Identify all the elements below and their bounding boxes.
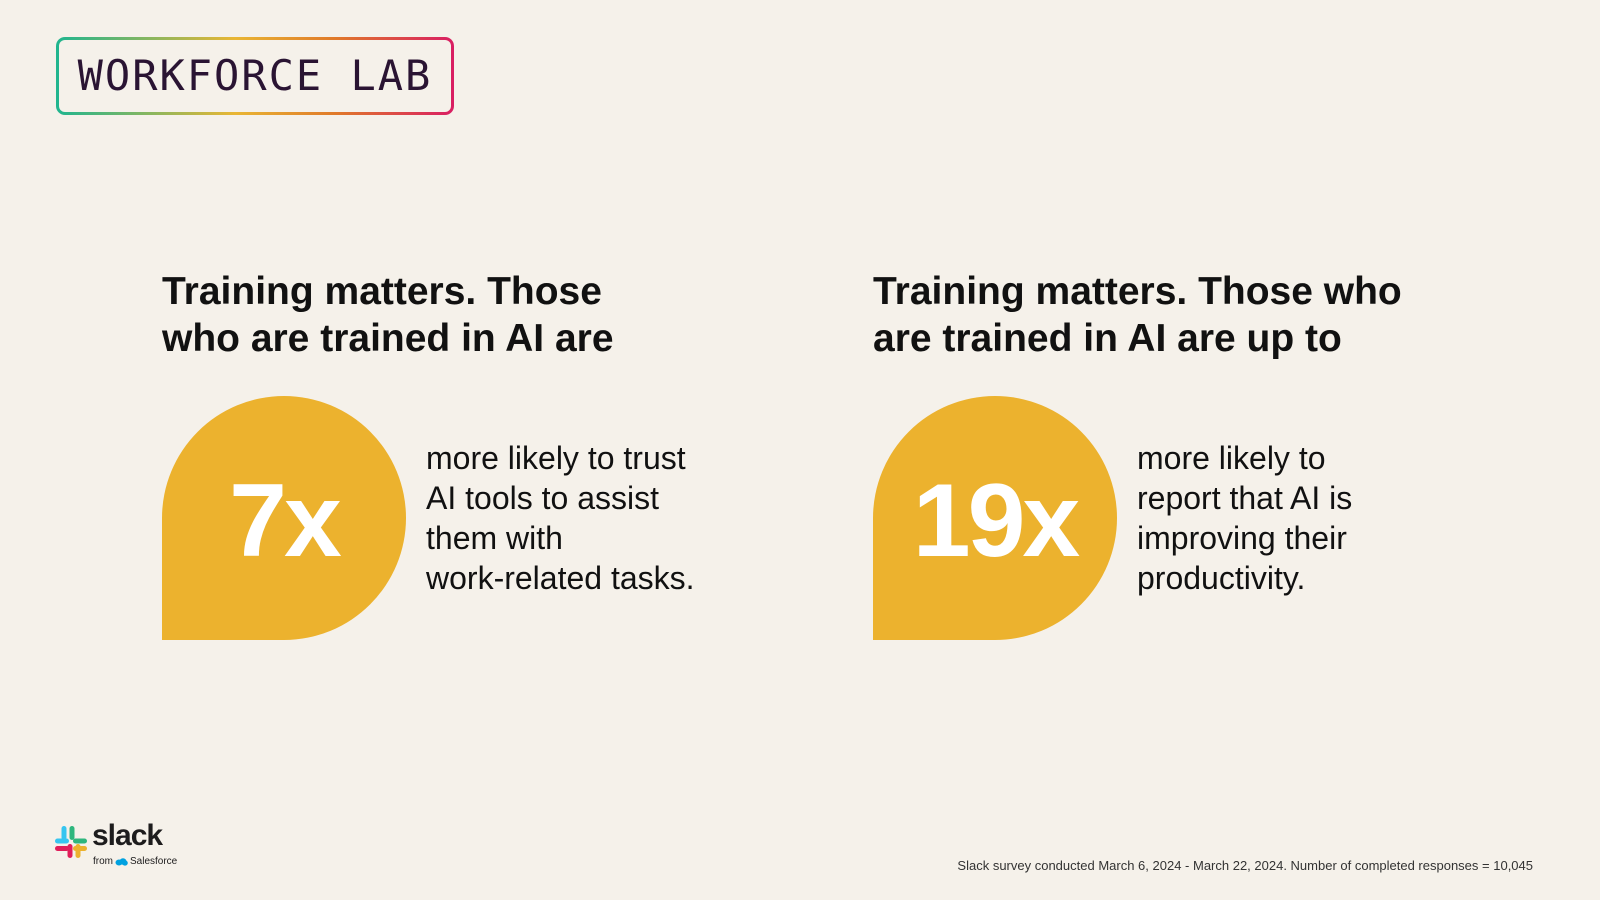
stat-description-line: productivity. (1137, 560, 1306, 596)
stat-body: 19x more likely to report that AI is imp… (873, 396, 1473, 640)
stat-heading: Training matters. Those who are trained … (162, 270, 614, 360)
salesforce-cloud-icon (115, 857, 128, 866)
from-label: from (93, 856, 113, 867)
stat-body: 7x more likely to trust AI tools to assi… (162, 396, 762, 640)
salesforce-attribution: from Salesforce (93, 856, 177, 867)
stat-description-line: report that AI is (1137, 480, 1353, 516)
salesforce-label: Salesforce (130, 856, 178, 867)
stat-description: more likely to trust AI tools to assist … (426, 438, 746, 598)
stat-card-productivity: Training matters. Those who are trained … (873, 268, 1473, 640)
workforce-lab-badge-inner: WORKFORCE LAB (59, 40, 451, 112)
slack-logo: slack from Salesforce (55, 819, 195, 874)
stat-description-line: more likely to (1137, 440, 1326, 476)
stat-description-line: them with (426, 520, 563, 556)
stat-heading: Training matters. Those who are trained … (873, 270, 1402, 360)
slack-logo-icon (55, 826, 87, 858)
survey-footnote: Slack survey conducted March 6, 2024 - M… (957, 858, 1533, 873)
stat-bubble: 19x (873, 396, 1117, 640)
stat-bubble: 7x (162, 396, 406, 640)
slack-wordmark: slack (92, 819, 163, 852)
stat-card-trust: Training matters. Those who are trained … (162, 268, 762, 640)
stat-value: 19x (912, 463, 1081, 579)
stat-description-line: more likely to trust (426, 440, 686, 476)
workforce-lab-title: WORKFORCE LAB (77, 51, 433, 100)
stat-description-line: AI tools to assist (426, 480, 659, 516)
stat-description-line: improving their (1137, 520, 1347, 556)
stat-description: more likely to report that AI is improvi… (1137, 438, 1457, 598)
stat-description-line: work-related tasks. (426, 560, 695, 596)
workforce-lab-badge: WORKFORCE LAB (56, 37, 454, 115)
stat-value: 7x (229, 463, 342, 579)
